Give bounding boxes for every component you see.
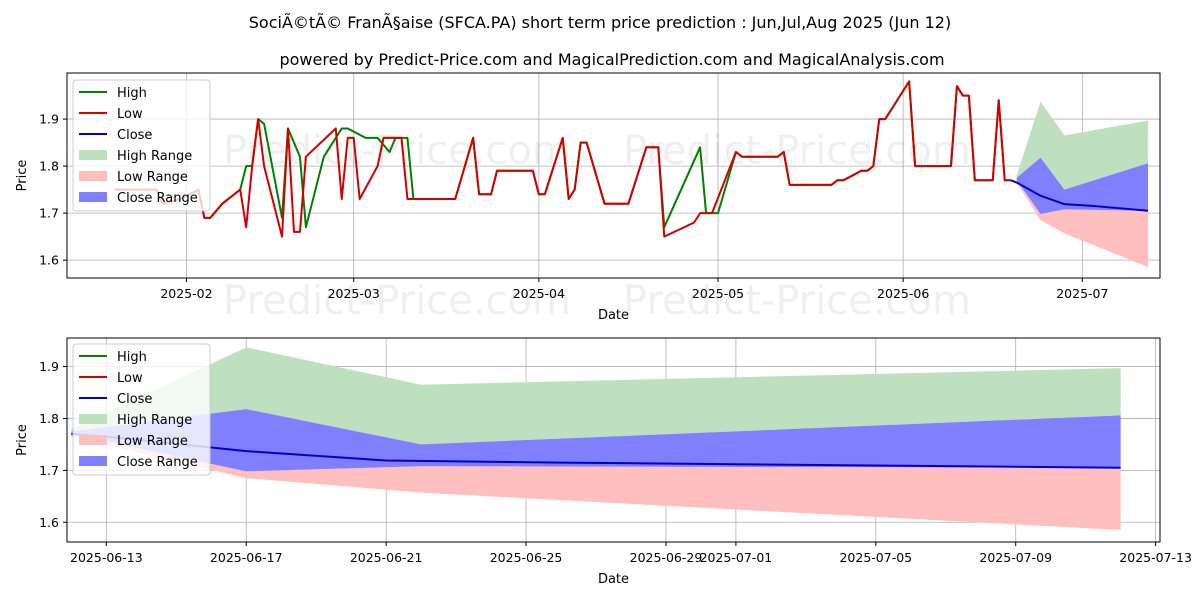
y-tick-label: 1.9 <box>39 112 59 127</box>
legend-swatch <box>79 456 107 466</box>
x-tick-label: 2025-07-01 <box>700 550 773 565</box>
legend-label: Low Range <box>117 434 188 449</box>
high-range-band <box>71 347 1121 445</box>
legend-box <box>72 343 211 476</box>
close-series-line <box>1010 179 1149 212</box>
x-tick-label: 2025-05 <box>692 286 744 301</box>
y-tick-label: 1.7 <box>39 206 59 221</box>
legend-label: Close Range <box>117 455 198 470</box>
x-tick-label: 2025-02 <box>160 286 212 301</box>
y-tick-label: 1.6 <box>39 253 59 268</box>
low-series-line <box>114 80 1011 238</box>
legend-label: Close <box>117 128 152 143</box>
high-range-band <box>1016 101 1149 190</box>
forecast-panel: Predict-Price.comPredict-Price.com2025-0… <box>15 337 1192 587</box>
x-tick-label: 2025-07-09 <box>979 550 1052 565</box>
legend-box <box>72 79 211 212</box>
legend-swatch <box>79 435 107 445</box>
x-tick-label: 2025-06-21 <box>350 550 423 565</box>
plot-area <box>71 347 1121 531</box>
watermark-text: Predict-Price.com <box>223 278 571 324</box>
legend-label: High <box>117 350 147 365</box>
low-range-band <box>1016 180 1149 268</box>
y-tick-label: 1.9 <box>39 359 59 374</box>
legend-label: Low Range <box>117 170 188 185</box>
x-tick-label: 2025-06 <box>877 286 929 301</box>
watermark-text: Predict-Price.com <box>223 128 571 174</box>
x-tick-label: 2025-07-05 <box>839 550 912 565</box>
y-tick-label: 1.7 <box>39 463 59 478</box>
plot-frame <box>66 337 1161 543</box>
legend-label: High Range <box>117 413 192 428</box>
legend-swatch <box>79 171 107 181</box>
y-axis-label: Price <box>15 160 30 192</box>
legend-swatch <box>79 414 107 424</box>
x-axis-label: Date <box>598 572 629 587</box>
y-tick-label: 1.8 <box>39 159 59 174</box>
watermark-text: Predict-Price.com <box>623 278 971 324</box>
chart-title: SociÃ©tÃ© FranÃ§aise (SFCA.PA) short ter… <box>249 13 951 32</box>
y-axis-label: Price <box>15 424 30 456</box>
legend: High Low Close High Range Low Range Close Ran… <box>72 79 211 212</box>
legend-label: Close <box>117 392 152 407</box>
overview-panel: Predict-Price.com Predict-Price.com Predic… <box>15 72 1161 324</box>
legend-label: High <box>117 86 147 101</box>
legend-swatch <box>79 192 107 202</box>
x-tick-label: 2025-03 <box>328 286 380 301</box>
x-axis-label: Date <box>598 308 629 323</box>
legend-label: Low <box>117 371 143 386</box>
close-range-band <box>71 409 1121 472</box>
plot-frame <box>66 72 1161 279</box>
x-tick-label: 2025-06-13 <box>70 550 143 565</box>
x-tick-label: 2025-06-17 <box>210 550 283 565</box>
x-tick-label: 2025-06-25 <box>490 550 563 565</box>
legend-label: High Range <box>117 149 192 164</box>
y-tick-label: 1.6 <box>39 515 59 530</box>
y-tick-label: 1.8 <box>39 411 59 426</box>
low-range-band <box>71 434 1121 531</box>
x-tick-label: 2025-04 <box>513 286 565 301</box>
legend-label: Low <box>117 107 143 122</box>
legend: High Low Close High Range Low Range Close Ran… <box>72 343 211 476</box>
legend-label: Close Range <box>117 191 198 206</box>
plot-area <box>114 80 1149 268</box>
chart-subtitle: powered by Predict-Price.com and Magical… <box>279 50 944 69</box>
x-tick-label: 2025-07 <box>1056 286 1108 301</box>
x-tick-label: 2025-06-29 <box>630 550 703 565</box>
x-tick-label: 2025-07-13 <box>1119 550 1192 565</box>
legend-swatch <box>79 150 107 160</box>
